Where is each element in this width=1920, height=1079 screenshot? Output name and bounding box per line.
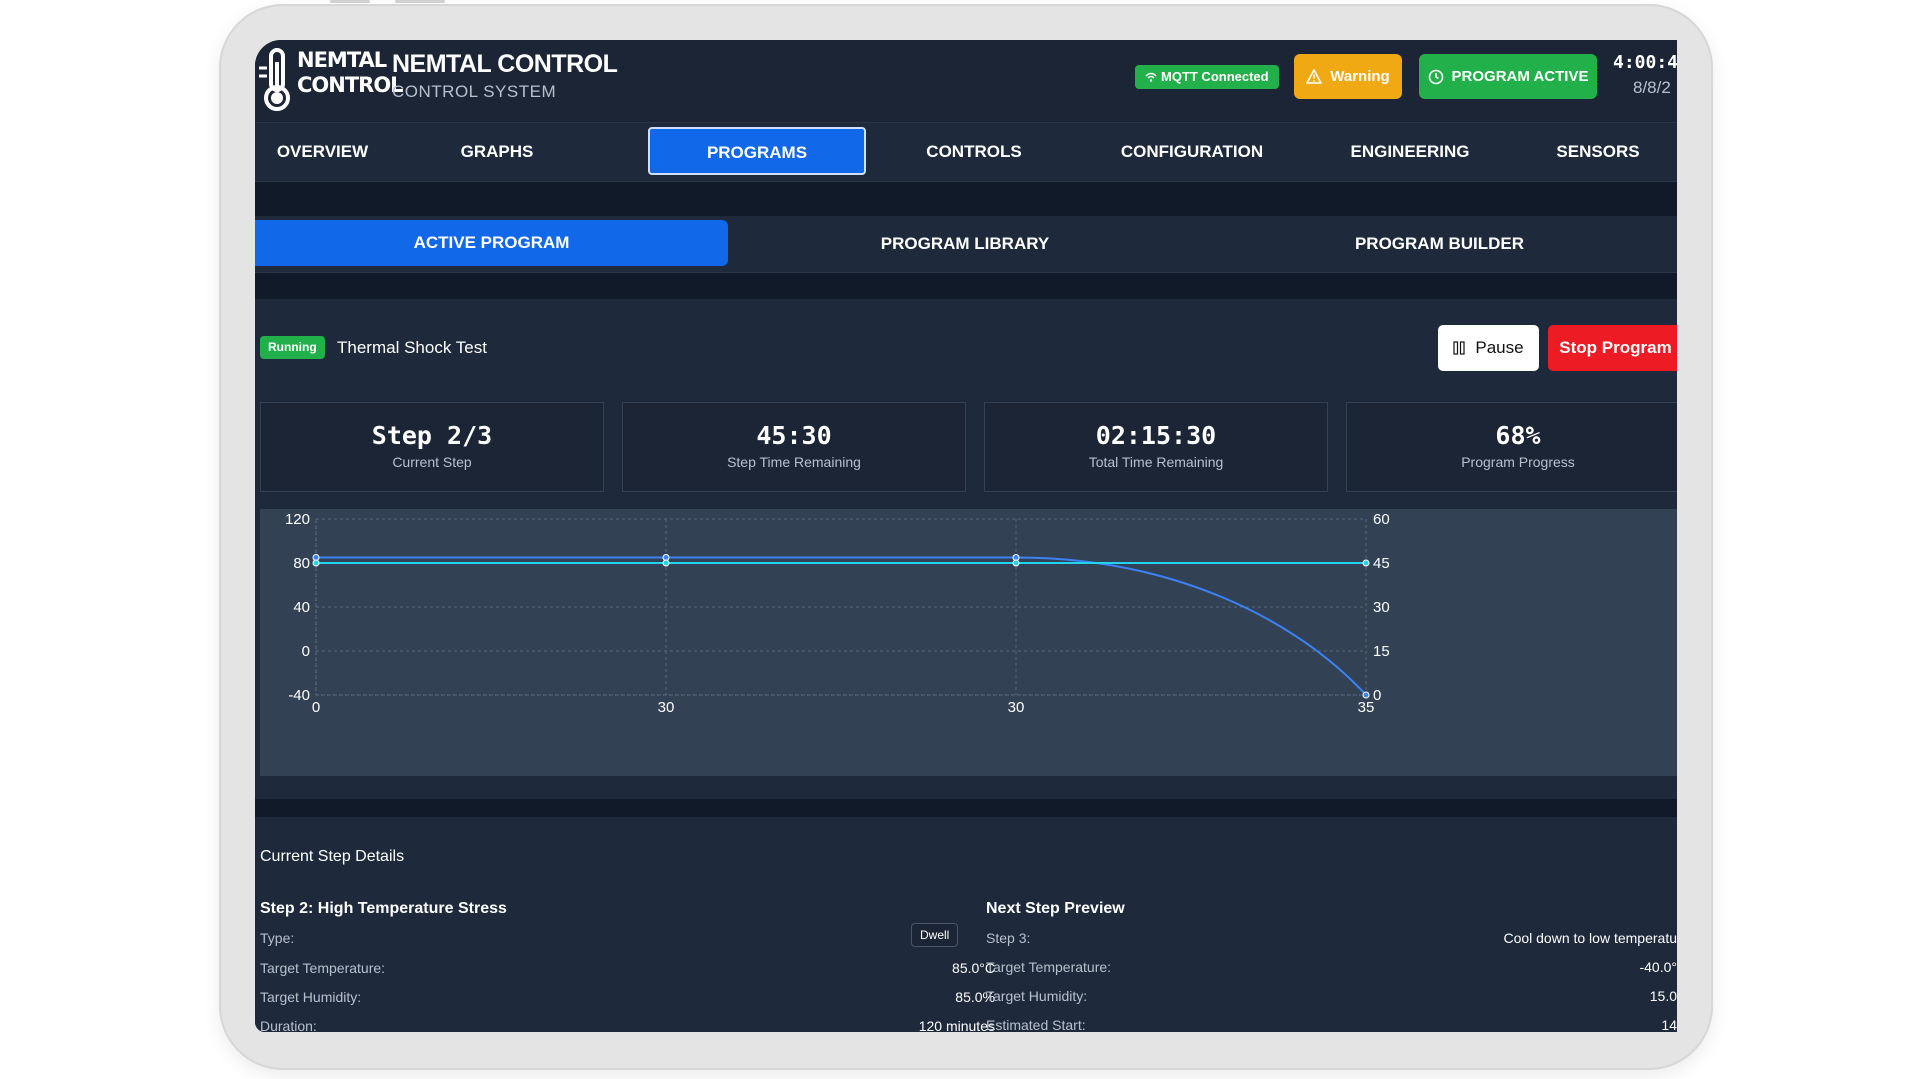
program-name: Thermal Shock Test bbox=[337, 338, 487, 357]
chart-y-left-tick: 40 bbox=[293, 599, 310, 616]
detail-value: Cool down to low temperatu bbox=[1503, 930, 1677, 946]
wifi-icon bbox=[1145, 72, 1157, 82]
detail-value: 120 minutes bbox=[918, 1018, 995, 1032]
program-status-label: PROGRAM ACTIVE bbox=[1451, 68, 1589, 85]
clock-time: 4:00:4 bbox=[1613, 52, 1677, 73]
subtab-program-library[interactable]: PROGRAM LIBRARY bbox=[880, 234, 1050, 253]
subtab-program-builder[interactable]: PROGRAM BUILDER bbox=[1354, 234, 1525, 253]
pause-icon bbox=[1453, 341, 1465, 355]
chart-y-right-tick: 0 bbox=[1373, 687, 1381, 704]
detail-value: 15.0 bbox=[1649, 988, 1677, 1004]
chart-x-tick: 30 bbox=[1008, 699, 1025, 716]
chart-y-right-tick: 60 bbox=[1373, 511, 1390, 528]
pause-button[interactable]: Pause bbox=[1438, 325, 1539, 371]
detail-label: Target Temperature: bbox=[260, 960, 386, 976]
chart-y-left-tick: 0 bbox=[302, 643, 310, 660]
app-screen: NEMTAL CONTROL NEMTAL CONTROL CONTROL SY… bbox=[255, 40, 1677, 1032]
tab-controls[interactable]: CONTROLS bbox=[926, 142, 1022, 161]
clock-icon bbox=[1428, 69, 1443, 84]
chart-y-right-tick: 45 bbox=[1373, 555, 1390, 572]
main-nav: OVERVIEW GRAPHS PROGRAMS CONTROLS CONFIG… bbox=[255, 123, 1677, 182]
tab-graphs[interactable]: GRAPHS bbox=[460, 142, 534, 161]
tab-programs[interactable]: PROGRAMS bbox=[648, 127, 866, 175]
chart-series-line-0 bbox=[316, 556, 1367, 696]
detail-label: Step 3: bbox=[986, 930, 1031, 946]
chart-point bbox=[1012, 559, 1020, 567]
detail-label: Target Humidity: bbox=[260, 989, 362, 1005]
app-title: NEMTAL CONTROL bbox=[392, 50, 618, 78]
stop-program-button[interactable]: Stop Program bbox=[1548, 325, 1677, 371]
divider-band bbox=[255, 799, 1677, 817]
divider-band bbox=[255, 182, 1677, 216]
stat-value: 68% bbox=[1495, 421, 1541, 450]
chart-y-right-tick: 30 bbox=[1373, 599, 1390, 616]
thermometer-icon bbox=[259, 48, 290, 111]
mqtt-status-text: MQTT Connected bbox=[1161, 69, 1269, 84]
device-button bbox=[395, 0, 445, 3]
step-type-badge: Dwell bbox=[911, 923, 959, 947]
program-active-button[interactable]: PROGRAM ACTIVE bbox=[1419, 54, 1597, 99]
stat-label: Program Progress bbox=[1461, 454, 1575, 470]
chart-y-left-tick: 80 bbox=[293, 555, 310, 572]
alert-triangle-icon bbox=[1306, 69, 1323, 84]
stat-value: 02:15:30 bbox=[1095, 421, 1217, 450]
logo-wordmark: NEMTAL CONTROL bbox=[297, 48, 404, 97]
stat-card-total-time: 02:15:30 Total Time Remaining bbox=[984, 402, 1328, 492]
subtab-active-program[interactable]: ACTIVE PROGRAM bbox=[255, 220, 728, 266]
chart-y-left-tick: -40 bbox=[288, 687, 310, 704]
current-step-heading: Step 2: High Temperature Stress bbox=[260, 900, 507, 917]
chart-x-tick: 0 bbox=[312, 699, 320, 716]
stat-card-current-step: Step 2/3 Current Step bbox=[260, 402, 604, 492]
pause-label: Pause bbox=[1475, 338, 1524, 357]
stat-value: 45:30 bbox=[756, 421, 832, 450]
chart-x-tick: 30 bbox=[658, 699, 675, 716]
chart-point bbox=[312, 559, 320, 567]
detail-label: Target Humidity: bbox=[986, 988, 1088, 1004]
divider-band bbox=[255, 273, 1677, 299]
device-button bbox=[330, 0, 370, 3]
warning-button[interactable]: Warning bbox=[1294, 54, 1402, 99]
warning-label: Warning bbox=[1330, 68, 1390, 85]
chart-x-tick: 35 bbox=[1358, 699, 1375, 716]
app-logo: NEMTAL CONTROL bbox=[255, 40, 404, 122]
detail-value: 14 bbox=[1661, 1017, 1677, 1032]
tab-configuration[interactable]: CONFIGURATION bbox=[1120, 142, 1264, 161]
stat-label: Total Time Remaining bbox=[1088, 454, 1224, 470]
detail-value: -40.0° bbox=[1639, 959, 1677, 975]
detail-value: 85.0°C bbox=[952, 960, 995, 976]
clock-date: 8/8/2 bbox=[1633, 78, 1671, 97]
status-badge: Running bbox=[260, 336, 325, 359]
chart-point bbox=[1362, 691, 1370, 699]
step-details-panel bbox=[255, 817, 1677, 1032]
stat-card-step-time: 45:30 Step Time Remaining bbox=[622, 402, 966, 492]
next-step-heading: Next Step Preview bbox=[986, 900, 1125, 917]
app-header: NEMTAL CONTROL NEMTAL CONTROL CONTROL SY… bbox=[255, 40, 1677, 123]
detail-label: Estimated Start: bbox=[986, 1017, 1086, 1032]
chart-point bbox=[1362, 559, 1370, 567]
chart-point bbox=[662, 559, 670, 567]
tab-engineering[interactable]: ENGINEERING bbox=[1350, 142, 1470, 161]
details-title: Current Step Details bbox=[260, 848, 405, 865]
app-subtitle: CONTROL SYSTEM bbox=[392, 82, 557, 101]
mqtt-status-badge: MQTT Connected bbox=[1135, 65, 1279, 89]
detail-label: Target Temperature: bbox=[986, 959, 1112, 975]
program-subnav: ACTIVE PROGRAM PROGRAM LIBRARY PROGRAM B… bbox=[255, 216, 1677, 273]
stat-card-progress: 68% Program Progress bbox=[1346, 402, 1677, 492]
tab-overview[interactable]: OVERVIEW bbox=[276, 142, 369, 161]
chart-y-right-tick: 15 bbox=[1373, 643, 1390, 660]
program-profile-chart: 120 80 40 0 -40 60 45 30 15 0 0 30 30 35 bbox=[260, 509, 1677, 776]
detail-label: Duration: bbox=[260, 1018, 317, 1032]
detail-value: 85.0% bbox=[955, 989, 995, 1005]
stat-label: Current Step bbox=[392, 454, 472, 470]
detail-label: Type: bbox=[260, 930, 295, 946]
tab-sensors[interactable]: SENSORS bbox=[1556, 142, 1640, 161]
stat-label: Step Time Remaining bbox=[727, 454, 861, 470]
chart-y-left-tick: 120 bbox=[285, 511, 310, 528]
stat-value: Step 2/3 bbox=[371, 421, 493, 450]
